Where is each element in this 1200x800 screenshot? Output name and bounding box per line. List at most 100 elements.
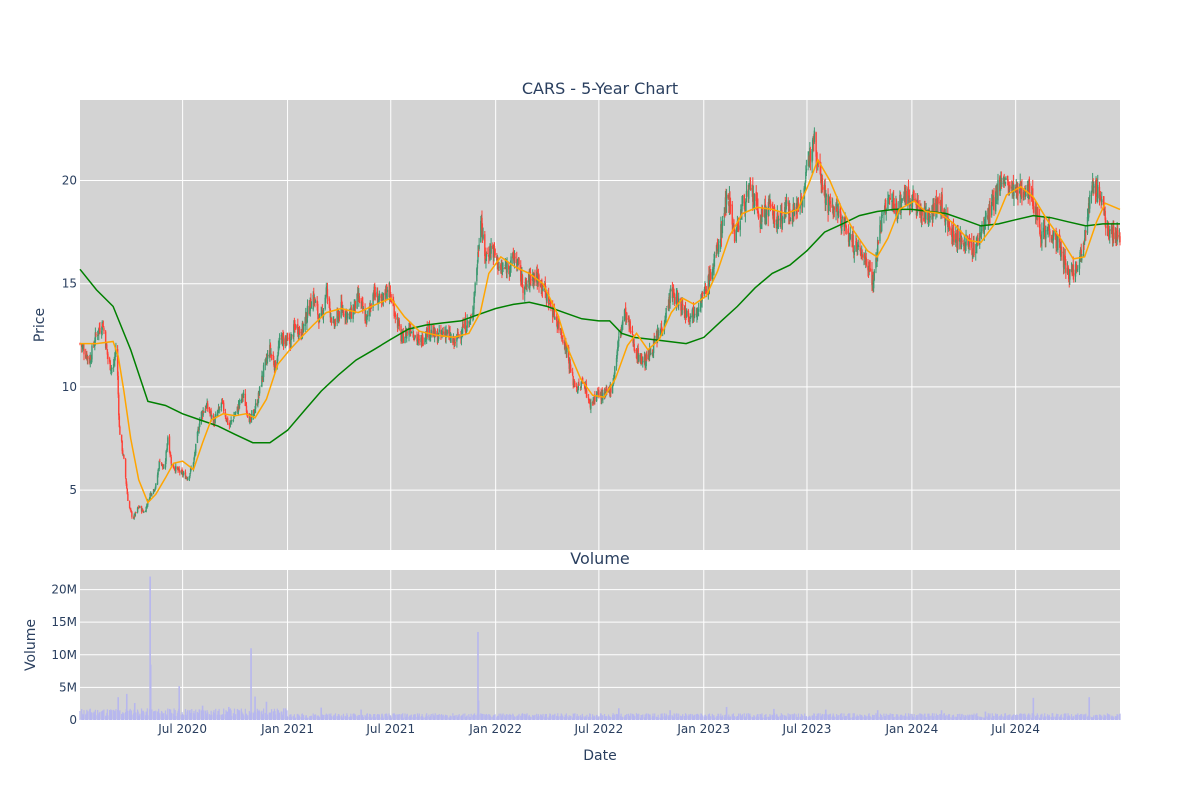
candle-body (107, 353, 109, 359)
volume-bar (494, 714, 496, 720)
candle-body (585, 383, 588, 395)
candle-body (891, 200, 893, 202)
candle-body (971, 240, 973, 248)
volume-bar (187, 709, 189, 720)
candle-body (269, 344, 272, 353)
candle-body (805, 171, 807, 180)
candle-body (178, 468, 180, 471)
volume-bar-spike (228, 706, 230, 720)
candle-body (529, 272, 531, 288)
candle-body (1119, 236, 1121, 243)
candle-body (370, 307, 373, 309)
volume-bar (973, 713, 975, 720)
volume-bar (314, 714, 317, 720)
candle-body (386, 285, 388, 293)
candle-body (534, 276, 536, 282)
candle-body (366, 314, 369, 318)
candle-body (424, 337, 426, 344)
candle-body (709, 272, 712, 281)
volume-bar (1077, 713, 1079, 720)
candle-body (1024, 196, 1027, 197)
candle-body (100, 331, 103, 335)
candle-body (493, 246, 495, 257)
candle-body (836, 204, 838, 209)
candle-body (506, 263, 508, 273)
volume-bar (438, 713, 440, 720)
candle-body (555, 316, 558, 322)
volume-bar (143, 712, 145, 720)
volume-bar (765, 713, 767, 720)
candle-body (416, 334, 418, 342)
candle-body (525, 279, 527, 284)
candle-body (953, 234, 955, 243)
volume-bar (566, 716, 568, 720)
candle-body (661, 328, 663, 333)
candle-body (551, 307, 554, 318)
candle-body (490, 245, 492, 254)
candle-body (417, 336, 420, 339)
candle-body (124, 459, 127, 478)
candle-body (945, 213, 947, 220)
candle-body (1038, 217, 1041, 229)
candle-body (473, 294, 476, 297)
candle-body (614, 366, 616, 375)
candle-body (721, 219, 724, 226)
volume-bar (450, 716, 452, 720)
candle-body (469, 320, 471, 321)
candle-body (485, 252, 488, 257)
candle-body (530, 279, 532, 281)
volume-bar (849, 717, 851, 720)
candle-body (1067, 269, 1070, 280)
volume-bar (753, 716, 756, 720)
candle-body (809, 150, 812, 162)
candle-body (1078, 259, 1081, 269)
volume-bar (893, 716, 895, 720)
volume-bar (545, 713, 548, 720)
candle-body (821, 178, 824, 190)
candle-body (406, 331, 408, 339)
volume-bar (410, 714, 412, 720)
volume-bar (95, 715, 97, 720)
volume-bar (1096, 715, 1098, 720)
candle-body (1090, 192, 1093, 196)
candle-body (286, 337, 289, 339)
volume-bar (111, 710, 113, 720)
candle-body (589, 400, 591, 404)
candle-body (880, 214, 883, 232)
volume-bar (285, 708, 287, 720)
volume-bar (99, 711, 101, 720)
volume-bars (79, 576, 1121, 720)
volume-bar (789, 714, 792, 720)
volume-bar (546, 717, 548, 720)
candle-body (524, 287, 526, 295)
candle-body (785, 202, 787, 218)
volume-bar (620, 713, 622, 720)
volume-bar (741, 714, 744, 720)
candle-body (448, 329, 450, 334)
candle-body (362, 301, 364, 310)
price-axis-title: Price (32, 308, 48, 342)
volume-bar (612, 713, 614, 720)
candle-body (577, 384, 580, 391)
candle-body (209, 412, 211, 414)
candle-body (693, 313, 696, 315)
price-y-axis: 5 10 15 20 (62, 174, 77, 498)
candle-body (1054, 231, 1057, 235)
candle-body (612, 382, 614, 387)
candle-body (704, 286, 707, 293)
candle-body (1109, 229, 1111, 238)
candle-body (220, 402, 223, 408)
candle-body (549, 299, 551, 302)
candle-body (497, 257, 499, 270)
date-x-tick-label: Jan 2022 (468, 722, 522, 736)
volume-bar (239, 710, 241, 720)
candle-body (883, 211, 885, 216)
volume-bar (805, 716, 808, 720)
volume-bar (466, 715, 468, 720)
candle-body (192, 462, 195, 469)
candle-body (393, 305, 395, 317)
candle-body (1044, 225, 1046, 236)
candle-body (887, 196, 890, 198)
volume-bar (462, 713, 464, 720)
price-y-tick-label: 10 (62, 380, 77, 394)
